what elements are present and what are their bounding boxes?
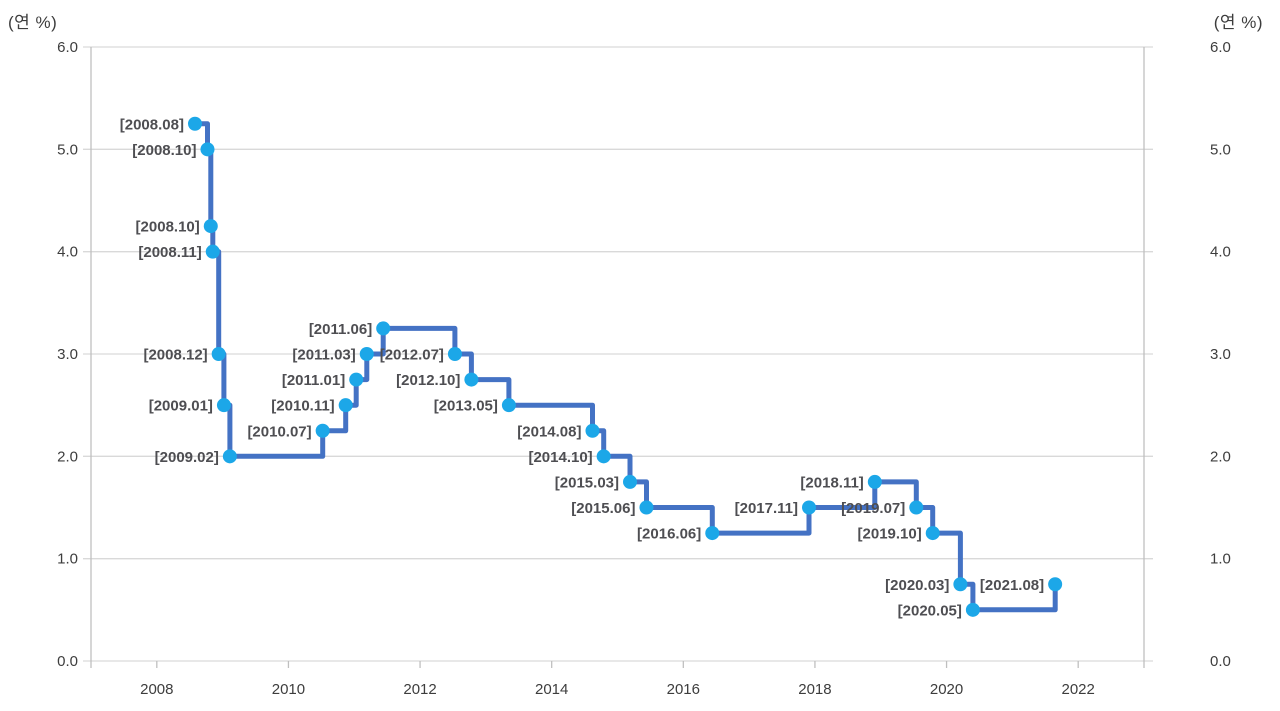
data-point-marker[interactable]	[349, 372, 364, 387]
data-point-label: [2014.10]	[528, 449, 592, 466]
x-axis-tick-label: 2016	[667, 681, 700, 698]
y-axis-unit-label-right: (연 %)	[1213, 13, 1263, 32]
data-point-label: [2017.11]	[735, 500, 798, 517]
data-point-label: [2010.11]	[271, 398, 334, 415]
data-point-marker[interactable]	[585, 423, 600, 438]
data-point-marker[interactable]	[639, 500, 654, 515]
data-point-label: [2008.08]	[120, 116, 184, 133]
data-point-marker[interactable]	[501, 398, 516, 413]
data-point-marker[interactable]	[596, 449, 611, 464]
y-axis-unit-label-left: (연 %)	[8, 13, 58, 32]
data-point-label: [2008.12]	[143, 347, 207, 364]
data-point-marker[interactable]	[205, 244, 220, 259]
data-point-marker[interactable]	[222, 449, 237, 464]
data-point-marker[interactable]	[464, 372, 479, 387]
data-point-label: [2014.08]	[517, 423, 581, 440]
x-axis-tick-label: 2010	[272, 681, 305, 698]
data-point-marker[interactable]	[200, 142, 215, 157]
data-point-label: [2020.03]	[885, 577, 949, 594]
data-point-label: [2012.07]	[380, 347, 444, 364]
data-point-label: [2010.07]	[247, 423, 311, 440]
data-point-marker[interactable]	[338, 398, 353, 413]
y-axis-tick-label-right: 1.0	[1210, 551, 1231, 568]
y-axis-tick-label-right: 0.0	[1210, 653, 1231, 670]
data-point-marker[interactable]	[359, 347, 374, 361]
x-axis-tick-label: 2008	[140, 681, 173, 698]
data-point-label: [2011.06]	[309, 321, 372, 338]
y-axis-tick-label-right: 3.0	[1210, 346, 1231, 363]
data-point-marker[interactable]	[447, 347, 462, 361]
data-point-label: [2011.03]	[292, 347, 355, 364]
y-axis-tick-label-left: 6.0	[57, 39, 78, 56]
data-point-marker[interactable]	[867, 474, 882, 489]
data-point-label: [2018.11]	[800, 474, 863, 491]
rate-step-line	[192, 121, 1058, 613]
data-point-marker[interactable]	[623, 474, 638, 489]
data-point-label: [2015.06]	[571, 500, 635, 517]
x-axis-tick-label: 2014	[535, 681, 568, 698]
data-point-label: [2020.05]	[898, 602, 962, 619]
x-axis-tick-label: 2018	[798, 681, 831, 698]
data-point-marker[interactable]	[705, 526, 720, 541]
y-axis-tick-label-left: 0.0	[57, 653, 78, 670]
data-point-label: [2011.01]	[282, 372, 345, 389]
y-axis-tick-label-right: 6.0	[1210, 39, 1231, 56]
data-point-marker[interactable]	[953, 577, 968, 592]
y-axis-tick-label-left: 1.0	[57, 551, 78, 568]
data-point-label: [2016.06]	[637, 526, 701, 543]
data-point-marker[interactable]	[187, 116, 202, 131]
data-point-label: [2013.05]	[434, 398, 498, 415]
data-point-marker[interactable]	[211, 347, 226, 361]
data-point-marker[interactable]	[802, 500, 817, 515]
data-point-marker[interactable]	[203, 219, 218, 234]
x-axis-tick-label: 2022	[1062, 681, 1095, 698]
data-point-marker[interactable]	[315, 423, 330, 438]
data-point-marker[interactable]	[1048, 577, 1063, 592]
data-point-label: [2008.10]	[132, 142, 196, 159]
y-axis-tick-label-left: 4.0	[57, 244, 78, 261]
y-axis-tick-label-left: 3.0	[57, 346, 78, 363]
data-point-marker[interactable]	[216, 398, 231, 413]
x-axis-tick-label: 2020	[930, 681, 963, 698]
data-point-label: [2019.07]	[841, 500, 905, 517]
data-point-marker[interactable]	[376, 321, 391, 336]
data-point-label: [2021.08]	[980, 577, 1044, 594]
y-axis-tick-label-left: 5.0	[57, 141, 78, 158]
y-axis-tick-label-left: 2.0	[57, 448, 78, 465]
data-point-label: [2008.11]	[138, 244, 201, 261]
data-point-marker[interactable]	[925, 526, 940, 541]
data-point-marker[interactable]	[909, 500, 924, 515]
x-axis-tick-label: 2012	[403, 681, 436, 698]
y-axis-tick-label-right: 2.0	[1210, 448, 1231, 465]
data-point-label: [2009.01]	[149, 398, 213, 415]
data-point-label: [2012.10]	[396, 372, 460, 389]
data-point-marker[interactable]	[965, 602, 980, 617]
data-point-label: [2015.03]	[555, 474, 619, 491]
data-point-label: [2009.02]	[155, 449, 219, 466]
data-point-label: [2008.10]	[136, 219, 200, 236]
y-axis-tick-label-right: 4.0	[1210, 244, 1231, 261]
data-point-label: [2019.10]	[858, 526, 922, 543]
y-axis-tick-label-right: 5.0	[1210, 141, 1231, 158]
